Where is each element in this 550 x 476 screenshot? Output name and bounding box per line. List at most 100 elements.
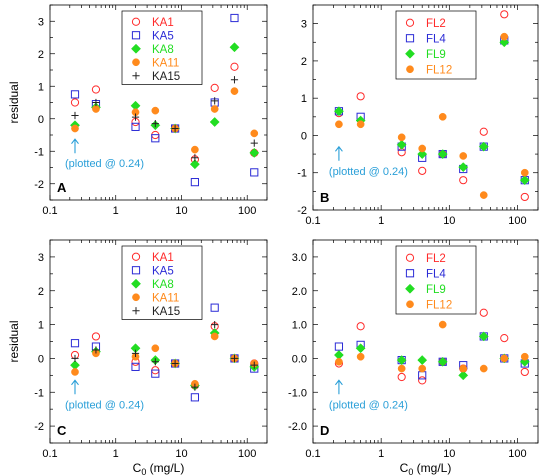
legend-marker [131,266,141,275]
x-tick-label: 1 [113,448,119,460]
legend-marker [132,307,140,315]
panel-A: 0.1 1 10 100 -2 -1 0 1 2 3 residual A (plotted @ 0.2… [7,4,268,217]
data-point [437,356,448,367]
data-point [418,376,427,385]
y-tick-label: 2 [301,56,307,68]
data-point [210,105,219,113]
data-point [417,355,428,366]
data-point [190,393,199,402]
x-tick-label: 0.1 [305,215,320,227]
data-point [499,37,510,48]
data-point [479,308,488,317]
data-point [70,90,80,99]
y-tick-label: -2 [34,179,44,191]
y-tick-label: -1 [297,168,307,180]
data-point [520,192,529,202]
data-point [520,367,529,377]
legend-label: FL9 [426,284,446,296]
plot-frame [312,4,539,211]
y-tick-label: -1 [34,146,44,158]
data-point [210,83,219,92]
legend-label: KA11 [152,57,179,69]
legend-marker [131,252,141,261]
annotation-arrow [334,145,343,161]
data-point [131,362,140,371]
data-point [479,191,488,199]
data-point [70,98,80,107]
data-point [92,98,100,107]
y-tick-label: -2 [34,421,44,433]
data-point [92,105,100,113]
legend-label: FL9 [426,49,446,61]
data-point [229,42,240,53]
legend-marker [405,48,415,59]
data-point [151,134,160,143]
y-tick-label: 1.0 [292,320,307,332]
data-point [478,141,489,152]
data-point [70,339,80,348]
data-point [479,364,488,373]
x-tick-label: 1 [113,205,119,217]
data-point [459,364,468,373]
data-point [418,144,427,153]
data-point [71,124,79,133]
data-point [397,133,406,142]
y-tick-label: -1 [34,387,44,399]
legend-marker [132,293,140,302]
data-point [211,320,219,329]
data-point [417,149,428,160]
data-point [397,364,406,373]
legend-marker [405,18,415,27]
y-tick-label: 2 [38,49,44,61]
panel-label: A [57,180,67,195]
data-point [459,152,468,160]
data-point [171,124,179,133]
legend-marker [406,65,414,74]
data-point [249,147,260,158]
data-point [131,122,140,131]
data-point [151,106,160,115]
x-axis-title: C0 (mg/L) [400,461,452,476]
y-tick-label: 3.0 [292,252,307,264]
y-tick-label: -1.0 [288,387,307,399]
data-point [230,76,239,84]
data-point [418,364,427,373]
y-tick-label: 0.0 [292,353,307,365]
data-point [458,370,469,381]
data-point [335,357,343,366]
data-point [356,92,365,101]
y-tick-label: -2.0 [288,421,307,433]
x-tick-label: 0.1 [42,205,57,217]
data-point [250,139,258,147]
data-point [519,175,530,186]
y-axis-title: residual [7,81,21,123]
y-tick-label: 3 [38,252,44,264]
legend-marker [406,300,414,309]
data-point [500,354,509,363]
legend-marker [405,283,415,294]
data-point [396,139,407,150]
data-point [151,120,159,128]
y-tick-label: -2 [297,205,307,217]
annotation-arrow [71,138,79,154]
x-axis-title: C0 (mg/L) [133,461,185,476]
data-point [91,332,101,341]
data-point [151,344,160,353]
legend-marker [131,278,141,289]
data-point [171,359,179,368]
y-tick-label: 1 [38,320,44,332]
data-point [335,120,343,129]
x-tick-label: 100 [238,205,256,217]
x-tick-label: 1 [378,215,384,227]
y-tick-label: 1 [301,93,307,105]
data-point [230,87,239,95]
data-point [131,349,140,357]
panel-D: 0.1 1 10 100 -2.0 -1.0 0.0 1.0 2.0 3.0 C0 (mg/L) D(… [288,239,539,476]
data-point [520,352,529,361]
data-point [250,361,258,369]
x-tick-label: 100 [508,448,526,460]
x-tick-label: 100 [508,215,526,227]
data-point [459,176,468,185]
legend-marker [131,43,141,54]
